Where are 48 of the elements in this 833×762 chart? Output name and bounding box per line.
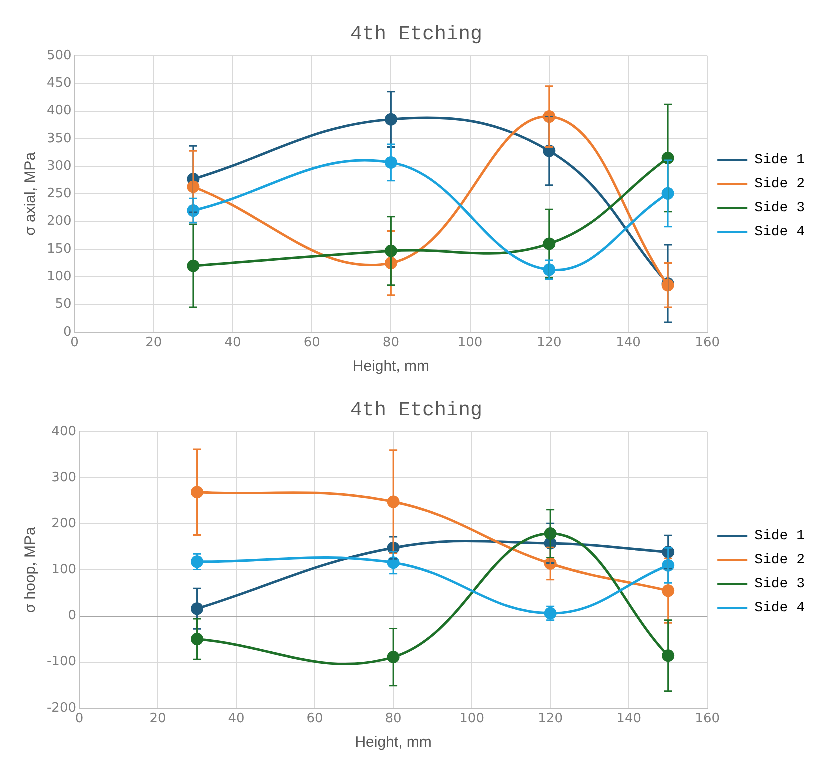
x-tick-label: 120 (536, 336, 562, 351)
legend-label: Side 2 (754, 176, 806, 193)
y-tick-label: 500 (46, 48, 72, 64)
x-tick-label: 100 (460, 712, 484, 727)
x-tick-label: 140 (616, 712, 642, 727)
y-tick-label: 300 (52, 470, 77, 486)
x-tick-label: 40 (228, 712, 245, 727)
legend-label: Side 3 (754, 576, 806, 593)
legend-label: Side 3 (754, 200, 806, 217)
x-tick-label: 160 (695, 336, 720, 351)
x-tick-label: 20 (150, 712, 166, 727)
legend-label: Side 4 (754, 600, 806, 617)
y-tick-label: 300 (46, 158, 72, 174)
chart-title: 4th Etching (350, 23, 483, 46)
legend-label: Side 1 (754, 152, 806, 169)
x-tick-label: 40 (224, 336, 242, 351)
y-tick-label: 400 (46, 104, 72, 119)
x-tick-label: 60 (304, 336, 320, 351)
y-tick-label: 350 (46, 131, 72, 146)
legend-label: Side 2 (754, 552, 806, 569)
y-tick-label: 400 (52, 424, 77, 440)
x-tick-label: 60 (306, 712, 324, 727)
legend-label: Side 1 (754, 528, 806, 545)
legend-label: Side 4 (754, 224, 806, 241)
x-tick-label: 20 (146, 336, 162, 351)
y-axis-title: σ axial, MPa (22, 152, 40, 236)
y-tick-label: -100 (46, 654, 77, 670)
x-axis-title: Height, mm (355, 734, 432, 752)
y-tick-label: 250 (46, 186, 72, 202)
x-tick-label: 80 (385, 712, 402, 727)
x-axis-title: Height, mm (352, 358, 430, 376)
x-tick-label: 100 (458, 336, 483, 351)
y-tick-label: 200 (46, 214, 72, 230)
x-tick-label: 80 (382, 336, 400, 351)
y-tick-label: 100 (52, 562, 77, 578)
y-tick-label: -200 (46, 700, 77, 716)
y-tick-label: 100 (46, 269, 72, 284)
y-tick-label: 450 (46, 76, 72, 92)
y-tick-label: 0 (68, 608, 77, 624)
chart-title: 4th Etching (350, 399, 483, 422)
y-axis-title: σ hoop, MPa (22, 526, 40, 614)
x-tick-label: 160 (695, 712, 720, 727)
y-tick-label: 150 (46, 242, 72, 257)
x-tick-label: 140 (616, 336, 641, 351)
y-tick-label: 200 (52, 516, 77, 532)
y-tick-label: 50 (55, 297, 72, 312)
y-tick-label: 0 (64, 324, 72, 340)
x-tick-label: 120 (538, 712, 563, 727)
